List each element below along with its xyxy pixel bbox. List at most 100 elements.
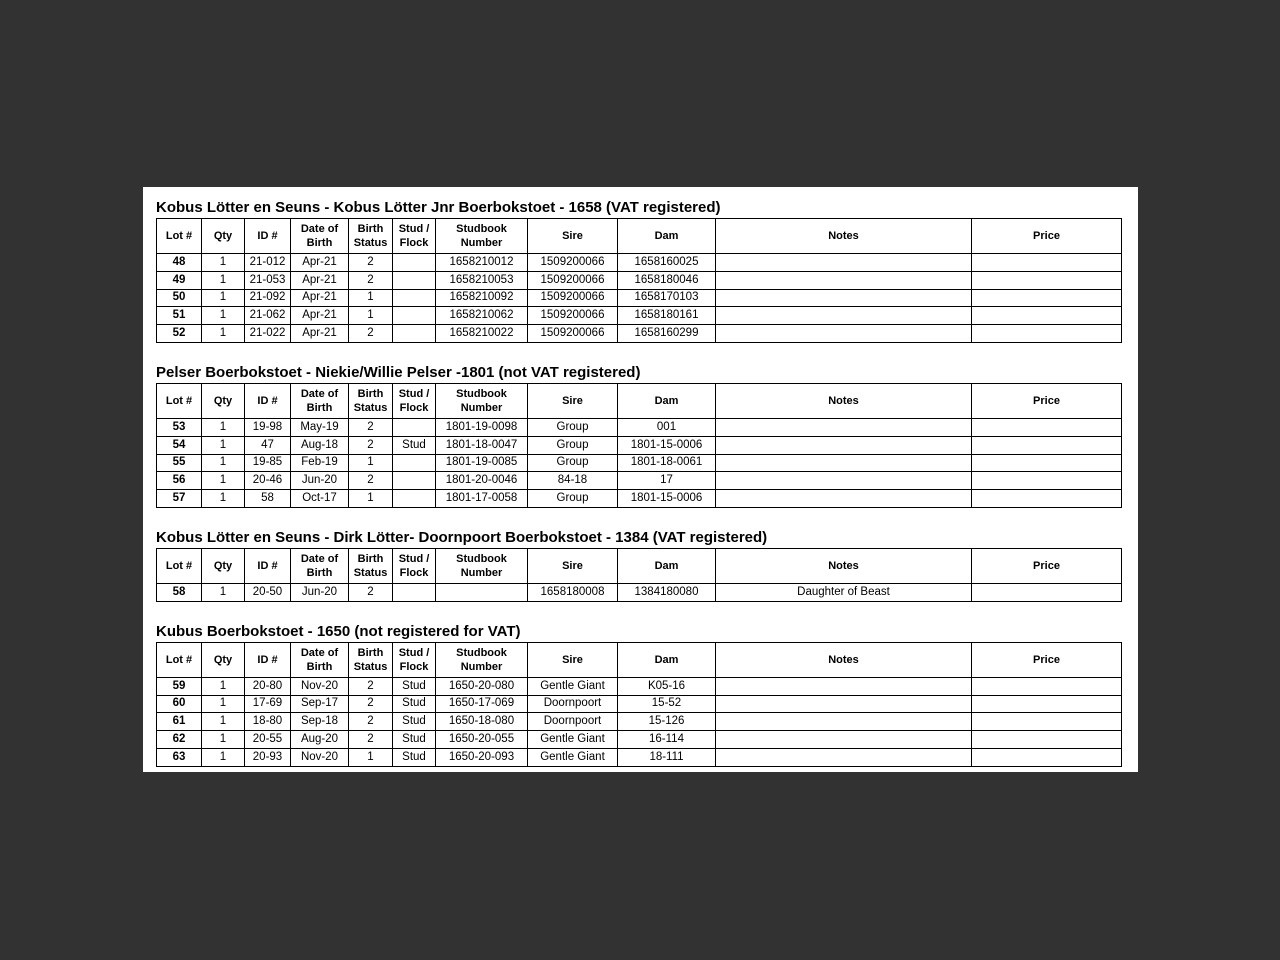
lot-number-cell: 49 <box>156 270 202 290</box>
table-cell: 2 <box>348 730 393 749</box>
lot-number-cell: 55 <box>156 453 202 473</box>
catalog-section: Kobus Lötter en Seuns - Kobus Lötter Jnr… <box>156 199 1138 343</box>
table-cell: 1658210022 <box>435 324 528 343</box>
table-cell: 1 <box>201 676 245 696</box>
table-cell: 1650-20-055 <box>435 730 528 749</box>
column-header: Sire <box>527 218 618 254</box>
table-cell <box>392 489 436 508</box>
table-cell: 1650-20-080 <box>435 676 528 696</box>
table-cell: Group <box>527 453 618 473</box>
table-cell <box>971 582 1122 602</box>
table-cell: 1658180161 <box>617 306 716 326</box>
table-cell: Group <box>527 417 618 437</box>
table-row: 53 1 19-98 May-19 2 1801-19-0098 Group 001 <box>156 417 1122 437</box>
column-header: Date of Birth <box>290 218 349 254</box>
column-header: Sire <box>527 382 618 419</box>
table-cell: Doornpoort <box>527 712 618 732</box>
table-cell: 20-80 <box>244 676 291 696</box>
table-cell: 1658210012 <box>435 253 528 272</box>
table-row: 62 1 20-55 Aug-20 2 Stud 1650-20-055 Gentle Gia… <box>156 730 1122 749</box>
table-cell <box>971 435 1122 455</box>
table-cell: 1 <box>201 435 245 455</box>
table-cell: 1384180080 <box>617 582 716 602</box>
table-cell: 1 <box>201 730 245 749</box>
table-cell: 17-69 <box>244 694 291 714</box>
table-cell: 1509200066 <box>527 306 618 326</box>
table-cell <box>392 306 436 326</box>
column-header: Stud / Flock <box>392 382 436 419</box>
column-header: ID # <box>244 218 291 254</box>
table-cell: 1509200066 <box>527 288 618 308</box>
column-header: ID # <box>244 547 291 584</box>
table-row: 52 1 21-022 Apr-21 2 1658210022 1509200066 1658… <box>156 324 1122 343</box>
table-cell: 1658180008 <box>527 582 618 602</box>
table-cell: K05-16 <box>617 676 716 696</box>
section-title: Kobus Lötter en Seuns - Dirk Lötter- Doo… <box>156 528 768 546</box>
table-cell: 21-092 <box>244 288 291 308</box>
table-cell: Daughter of Beast <box>715 582 972 602</box>
table-cell: Stud <box>392 676 436 696</box>
table-cell <box>971 471 1122 491</box>
lot-number-cell: 62 <box>156 730 202 749</box>
table-cell <box>392 253 436 272</box>
column-header: Notes <box>715 641 972 678</box>
column-header: Qty <box>201 382 245 419</box>
table-cell <box>971 694 1122 714</box>
table-row: 57 1 58 Oct-17 1 1801-17-0058 Group 1801-15-000… <box>156 489 1122 508</box>
table-cell: 1801-15-0006 <box>617 435 716 455</box>
table-cell: 18-80 <box>244 712 291 732</box>
table-cell <box>971 489 1122 508</box>
lot-number-cell: 61 <box>156 712 202 732</box>
table-cell: 1650-20-093 <box>435 747 528 767</box>
column-header: ID # <box>244 641 291 678</box>
table-cell: 2 <box>348 324 393 343</box>
table-cell: 1801-18-0047 <box>435 435 528 455</box>
table-cell: Group <box>527 489 618 508</box>
column-header: Qty <box>201 641 245 678</box>
column-header: Birth Status <box>348 547 393 584</box>
column-header: Qty <box>201 547 245 584</box>
lot-number-cell: 58 <box>156 582 202 602</box>
column-header: Stud / Flock <box>392 218 436 254</box>
table-cell: 2 <box>348 270 393 290</box>
column-header: Sire <box>527 547 618 584</box>
table-cell <box>715 489 972 508</box>
column-header: Stud / Flock <box>392 547 436 584</box>
column-header: Qty <box>201 218 245 254</box>
table-cell: 1 <box>201 453 245 473</box>
table-cell <box>971 324 1122 343</box>
table-cell: 1 <box>348 453 393 473</box>
column-header: Birth Status <box>348 382 393 419</box>
table-cell: Sep-18 <box>290 712 349 732</box>
table-cell: 2 <box>348 253 393 272</box>
table-cell <box>715 253 972 272</box>
table-cell: Gentle Giant <box>527 730 618 749</box>
table-cell: 21-012 <box>244 253 291 272</box>
table-cell: May-19 <box>290 417 349 437</box>
table-cell <box>392 582 436 602</box>
document-page: Kobus Lötter en Seuns - Kobus Lötter Jnr… <box>143 187 1138 772</box>
table-cell: Apr-21 <box>290 306 349 326</box>
column-header: Lot # <box>156 382 202 419</box>
table-cell: 15-126 <box>617 712 716 732</box>
table-cell: 2 <box>348 417 393 437</box>
table-cell: 16-114 <box>617 730 716 749</box>
table-cell <box>971 288 1122 308</box>
column-header: Stud / Flock <box>392 641 436 678</box>
table-cell: Sep-17 <box>290 694 349 714</box>
table-cell: 1509200066 <box>527 324 618 343</box>
table-row: 63 1 20-93 Nov-20 1 Stud 1650-20-093 Gentle Gia… <box>156 747 1122 767</box>
lot-number-cell: 56 <box>156 471 202 491</box>
catalog-section: Kubus Boerbokstoet - 1650 (not registere… <box>156 623 1138 767</box>
table-cell: 1658210092 <box>435 288 528 308</box>
catalog-section: Pelser Boerbokstoet - Niekie/Willie Pels… <box>156 364 1138 508</box>
table-cell <box>971 253 1122 272</box>
column-header: Notes <box>715 382 972 419</box>
column-header: Dam <box>617 547 716 584</box>
column-header: Lot # <box>156 547 202 584</box>
table-row: 49 1 21-053 Apr-21 2 1658210053 1509200066 1658… <box>156 270 1122 290</box>
section-title: Kobus Lötter en Seuns - Kobus Lötter Jnr… <box>156 199 721 216</box>
table-cell: Gentle Giant <box>527 747 618 767</box>
table-cell: 1650-18-080 <box>435 712 528 732</box>
table-cell: Doornpoort <box>527 694 618 714</box>
